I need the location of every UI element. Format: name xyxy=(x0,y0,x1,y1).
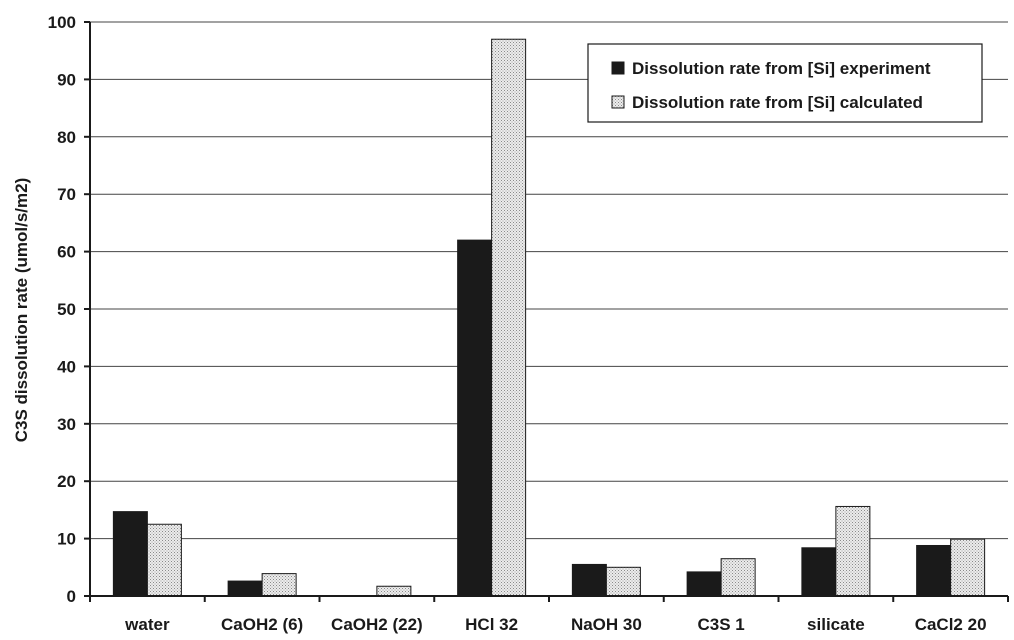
y-tick-label: 60 xyxy=(57,243,76,262)
y-tick-label: 40 xyxy=(57,357,76,376)
bar-calculated xyxy=(491,38,527,597)
bar-experiment xyxy=(686,571,722,597)
bar-calculated xyxy=(605,566,641,597)
y-axis-label: C3S dissolution rate (umol/s/m2) xyxy=(12,178,31,443)
bar-experiment xyxy=(457,239,493,597)
y-tick-label: 20 xyxy=(57,472,76,491)
bar-calculated xyxy=(261,573,297,597)
legend-label-calculated: Dissolution rate from [Si] calculated xyxy=(632,93,923,112)
y-tick-label: 30 xyxy=(57,415,76,434)
x-tick-label: CaCl2 20 xyxy=(915,615,987,634)
x-tick-labels: water CaOH2 (6) CaOH2 (22) HCl 32 NaOH 30 C3S… xyxy=(124,615,986,634)
y-tick-label: 80 xyxy=(57,128,76,147)
x-tick-label: NaOH 30 xyxy=(571,615,642,634)
x-tick-label: C3S 1 xyxy=(698,615,745,634)
legend-label-experiment: Dissolution rate from [Si] experiment xyxy=(632,59,931,78)
x-tick-label: CaOH2 (6) xyxy=(221,615,303,634)
bar-experiment xyxy=(112,511,148,597)
y-tick-label: 100 xyxy=(48,13,76,32)
axes xyxy=(84,21,1009,602)
legend-swatch-calculated xyxy=(611,95,625,109)
x-tick-label: silicate xyxy=(807,615,865,634)
bar-experiment xyxy=(227,580,263,597)
gridlines xyxy=(90,21,1008,540)
bar-experiment xyxy=(916,544,952,597)
bar-experiment xyxy=(571,563,607,597)
y-tick-label: 90 xyxy=(57,70,76,89)
bars xyxy=(112,38,986,597)
bar-calculated xyxy=(146,523,182,597)
y-tick-label: 70 xyxy=(57,185,76,204)
y-tick-label: 10 xyxy=(57,530,76,549)
bar-experiment xyxy=(801,547,837,597)
bar-calculated xyxy=(376,585,412,597)
bar-calculated xyxy=(835,505,871,597)
y-tick-label: 0 xyxy=(67,587,76,606)
y-tick-labels: 0 10 20 30 40 50 60 70 80 90 100 xyxy=(48,13,76,606)
legend-swatch-experiment xyxy=(611,61,625,75)
legend: Dissolution rate from [Si] experiment Di… xyxy=(587,43,983,123)
x-tick-label: water xyxy=(124,615,170,634)
legend-box xyxy=(587,43,983,123)
x-tick-label: CaOH2 (22) xyxy=(331,615,423,634)
bar-calculated xyxy=(720,558,756,597)
x-tick-label: HCl 32 xyxy=(465,615,518,634)
bar-calculated xyxy=(950,538,986,597)
y-tick-label: 50 xyxy=(57,300,76,319)
